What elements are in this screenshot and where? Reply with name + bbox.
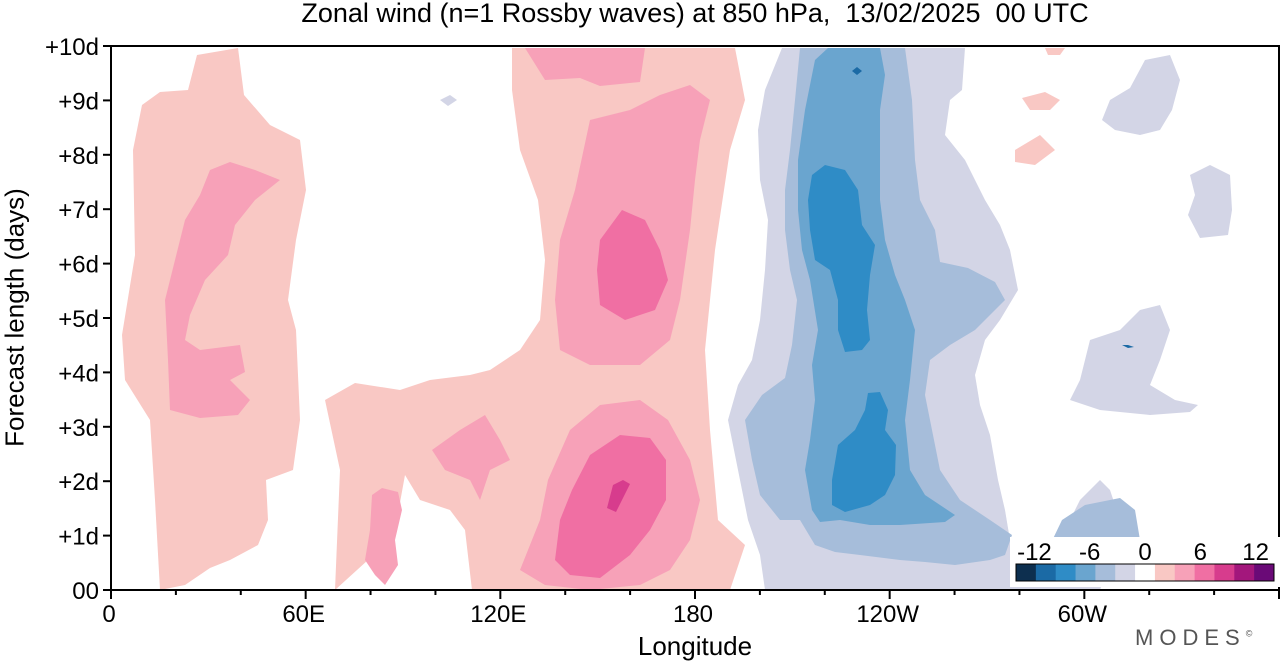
x-tick-label: 120W <box>856 601 919 628</box>
colorbar-cell <box>1115 564 1136 581</box>
colorbar-tick-label: -12 <box>1017 539 1052 566</box>
y-tick-label: +3d <box>58 415 99 442</box>
easterly-contour-8 <box>808 165 875 352</box>
westerly-contour-2 <box>1015 135 1055 165</box>
easterly-contour-2 <box>1102 55 1180 135</box>
y-axis: 00 +1d +2d +3d +4d +5d +6d +7d +8d +9d +10d <box>45 34 111 605</box>
westerly-contour-2 <box>1045 48 1065 55</box>
y-tick-label: +10d <box>45 34 99 61</box>
y-tick-label: +5d <box>58 306 99 333</box>
westerly-contour-2 <box>1022 92 1060 110</box>
colorbar-cell <box>1254 564 1275 581</box>
y-tick-label: 00 <box>72 578 99 605</box>
colorbar-tick-label: 6 <box>1194 539 1207 566</box>
x-tick-label: 120E <box>470 601 526 628</box>
contour-field <box>122 48 1232 590</box>
westerly-contour-6 <box>597 210 668 320</box>
colorbar-tick-label: -6 <box>1079 539 1100 566</box>
y-tick-label: +7d <box>58 197 99 224</box>
westerly-contour-4 <box>432 415 510 500</box>
colorbar-cell <box>1234 564 1255 581</box>
colorbar-tick-label: 12 <box>1242 539 1269 566</box>
logo-text: MODES <box>1135 625 1246 650</box>
y-tick-label: +6d <box>58 252 99 279</box>
colorbar-cell <box>1214 564 1235 581</box>
westerly-contour-4 <box>365 488 402 585</box>
y-tick-label: +1d <box>58 524 99 551</box>
colorbar: -12 -6 0 6 12 <box>1010 537 1280 587</box>
x-tick-label: 60W <box>1058 601 1108 628</box>
colorbar-tick-label: 0 <box>1138 539 1151 566</box>
chart-title: Zonal wind (n=1 Rossby waves) at 850 hPa… <box>301 0 1089 28</box>
easterly-contour-2 <box>1188 165 1232 238</box>
westerly-contour-4 <box>525 48 645 86</box>
x-tick-label: 180 <box>673 601 713 628</box>
easterly-contour-2 <box>1070 305 1198 415</box>
colorbar-frame <box>1015 563 1275 582</box>
colorbar-cell <box>1055 564 1077 581</box>
colorbar-cell <box>1174 564 1196 581</box>
colorbar-cell <box>1016 564 1037 581</box>
westerly-contour-2 <box>122 48 306 590</box>
colorbar-cell <box>1095 564 1116 581</box>
y-tick-label: +4d <box>58 360 99 387</box>
x-axis-label: Longitude <box>637 631 753 661</box>
westerly-contour-4 <box>165 162 280 418</box>
y-tick-label: +9d <box>58 88 99 115</box>
colorbar-cell <box>1194 564 1215 581</box>
easterly-contour-6 <box>798 48 955 525</box>
x-tick-label: 60E <box>282 601 325 628</box>
colorbar-cell <box>1154 564 1176 581</box>
colorbar-cell <box>1035 564 1057 581</box>
colorbar-cell <box>1075 564 1096 581</box>
easterly-contour-10 <box>852 67 862 75</box>
x-axis: 0 60E 120E 180 120W 60W <box>102 590 1280 628</box>
colorbar-cell <box>1135 564 1156 581</box>
modes-logo: MODES© <box>1135 625 1253 650</box>
westerly-contour-8 <box>607 480 630 512</box>
y-tick-label: +8d <box>58 143 99 170</box>
x-tick-label: 0 <box>102 601 115 628</box>
easterly-contour-10 <box>1122 345 1134 348</box>
y-tick-label: +2d <box>58 469 99 496</box>
easterly-contour-8 <box>832 392 896 512</box>
easterly-contour-2 <box>440 95 457 106</box>
